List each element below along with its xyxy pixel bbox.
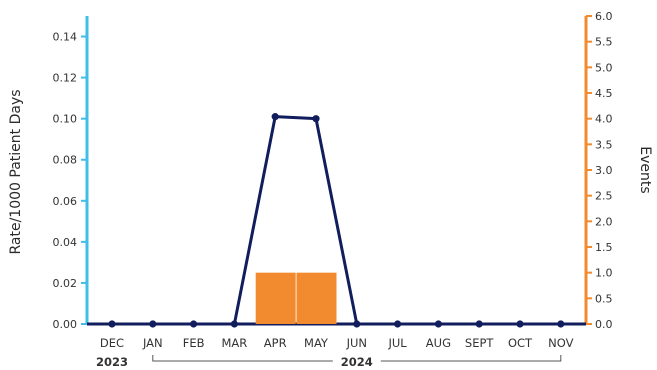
line-point bbox=[394, 320, 402, 328]
line-point bbox=[271, 113, 279, 121]
right-tick-label: 3.5 bbox=[595, 138, 613, 151]
right-tick-label: 3.0 bbox=[595, 164, 613, 177]
right-tick-label: 5.5 bbox=[595, 36, 613, 49]
bar bbox=[296, 272, 337, 324]
line-point bbox=[190, 320, 198, 328]
x-tick-label: NOV bbox=[548, 336, 573, 350]
left-tick-label: 0.08 bbox=[53, 154, 78, 167]
x-tick-label: SEPT bbox=[465, 336, 495, 350]
line-point bbox=[149, 320, 157, 328]
line-point bbox=[475, 320, 483, 328]
right-tick-label: 1.0 bbox=[595, 267, 613, 280]
line-point bbox=[230, 320, 238, 328]
right-tick-label: 5.0 bbox=[595, 61, 613, 74]
left-tick-label: 0.12 bbox=[53, 72, 78, 85]
line-point bbox=[434, 320, 442, 328]
line-path bbox=[112, 115, 561, 326]
line-point bbox=[312, 115, 320, 123]
right-tick-label: 2.5 bbox=[595, 190, 613, 203]
x-tick-label: DEC bbox=[100, 336, 124, 350]
x-tick-label: AUG bbox=[426, 336, 451, 350]
x-tick-label: JUN bbox=[346, 336, 367, 350]
line-series bbox=[108, 113, 565, 328]
right-tick-label: 4.0 bbox=[595, 113, 613, 126]
bar-series bbox=[255, 272, 337, 324]
x-tick-label: FEB bbox=[183, 336, 205, 350]
year-bracket-left bbox=[152, 355, 333, 362]
bar bbox=[255, 272, 296, 324]
x-tick-label: MAY bbox=[304, 336, 329, 350]
right-tick-label: 0.5 bbox=[595, 292, 613, 305]
left-tick-label: 0.04 bbox=[53, 236, 78, 249]
right-tick-label: 4.5 bbox=[595, 87, 613, 100]
x-tick-label: OCT bbox=[508, 336, 533, 350]
x-tick-label: JAN bbox=[142, 336, 163, 350]
right-tick-label: 0.0 bbox=[595, 318, 613, 331]
left-tick-label: 0.02 bbox=[53, 277, 78, 290]
left-tick-label: 0.00 bbox=[53, 318, 78, 331]
left-tick-label: 0.10 bbox=[53, 113, 78, 126]
line-point bbox=[353, 320, 361, 328]
left-tick-label: 0.14 bbox=[53, 31, 78, 44]
line-point bbox=[516, 320, 524, 328]
left-tick-label: 0.06 bbox=[53, 195, 78, 208]
right-tick-label: 2.0 bbox=[595, 215, 613, 228]
year-label: 2024 bbox=[341, 355, 373, 369]
year-label: 2023 bbox=[96, 355, 128, 369]
year-bracket-right bbox=[380, 355, 562, 362]
tick-labels: 0.00 0.02 0.04 0.06 0.08 0.10 0.12 0.14 0.0 0.5 1.… bbox=[53, 10, 613, 369]
right-axis-label: Events bbox=[637, 146, 653, 193]
x-tick-label: JUL bbox=[387, 336, 407, 350]
x-tick-label: MAR bbox=[222, 336, 248, 350]
right-tick-label: 6.0 bbox=[595, 10, 613, 23]
left-axis-label: Rate/1000 Patient Days bbox=[8, 89, 24, 254]
line-point bbox=[557, 320, 565, 328]
x-tick-label: APR bbox=[264, 336, 287, 350]
line-point bbox=[108, 320, 116, 328]
right-tick-label: 1.5 bbox=[595, 241, 613, 254]
